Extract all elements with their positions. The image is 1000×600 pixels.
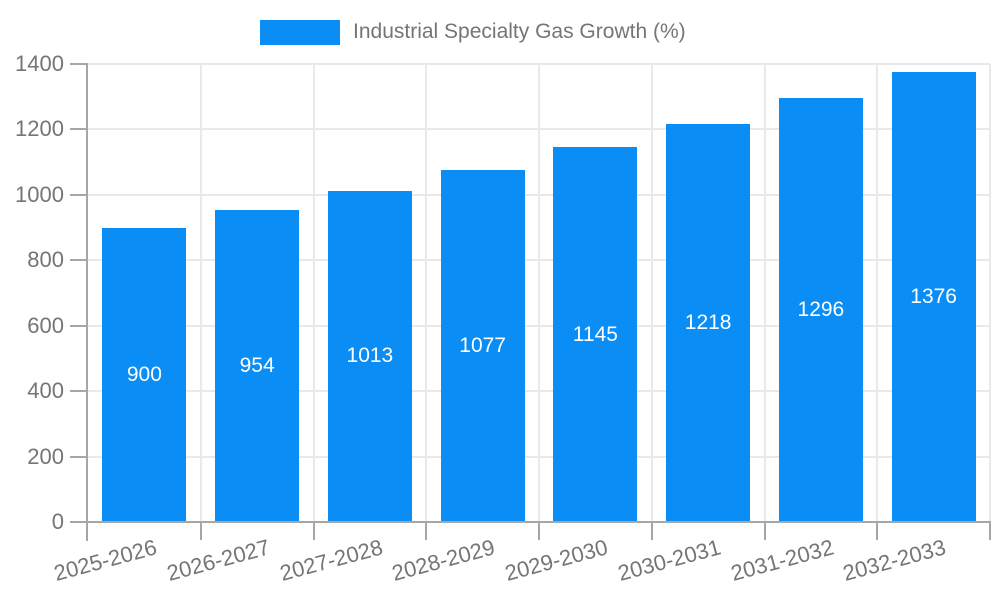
v-gridline [425,64,428,522]
v-gridline [763,64,766,522]
x-tick-label: 2025-2026 [51,534,160,586]
legend: Industrial Specialty Gas Growth (%) [260,18,686,46]
bar: 1296 [778,98,863,522]
y-tick-mark [70,193,88,196]
y-tick-mark [70,259,88,262]
y-tick-label: 1000 [15,181,64,207]
y-tick-mark [70,128,88,131]
x-tick-label: 2029-2030 [502,534,611,586]
x-tick-label: 2028-2029 [389,534,498,586]
v-gridline [312,64,315,522]
x-tick-mark [650,521,653,540]
x-tick-label: 2030-2031 [615,534,724,586]
bar-value-label: 1376 [910,284,957,308]
v-gridline [876,64,879,522]
v-gridline [989,64,991,522]
x-tick-mark [312,521,315,540]
y-tick-mark [70,390,88,393]
bar: 954 [215,209,300,522]
bar: 1376 [891,71,976,522]
legend-label: Industrial Specialty Gas Growth (%) [353,20,686,43]
y-tick-label: 600 [27,312,64,338]
bar: 900 [102,227,187,522]
y-tick-mark [70,324,88,327]
bar-value-label: 1218 [684,310,732,334]
x-tick-label: 2031-2032 [727,534,836,586]
v-gridline [650,64,653,522]
x-tick-label: 2032-2033 [840,534,949,586]
bar-value-label: 1296 [797,298,845,322]
bar-value-label: 1013 [346,344,394,368]
bar: 1218 [666,123,751,522]
y-axis-line [86,64,88,541]
bar: 1013 [327,190,412,522]
bar: 1077 [440,169,525,522]
y-tick-mark [70,455,88,458]
x-tick-mark [876,521,879,540]
x-tick-mark [538,521,540,540]
bar-value-label: 1077 [459,333,506,357]
x-tick-mark [425,521,428,540]
v-gridline [199,64,202,522]
y-tick-label: 200 [27,443,64,469]
y-tick-label: 1200 [15,116,64,142]
y-tick-mark [70,63,88,65]
y-tick-label: 400 [27,378,64,404]
x-axis-line [70,521,990,523]
x-tick-label: 2026-2027 [164,534,273,586]
y-tick-label: 0 [51,509,64,534]
y-tick-label: 1400 [15,51,64,76]
plot-area: 900 954 1013 1077 1145 1218 1296 1376 [88,63,991,522]
x-tick-mark [199,521,202,540]
legend-swatch-icon [260,19,340,45]
bar-value-label: 1145 [572,322,618,346]
bar-value-label: 900 [126,362,162,386]
bar-value-label: 954 [239,353,275,377]
y-tick-label: 800 [27,247,64,273]
x-tick-label: 2027-2028 [276,534,385,586]
x-tick-mark [989,521,991,540]
v-gridline [538,64,540,522]
bar: 1145 [553,147,638,522]
legend-item[interactable]: Industrial Specialty Gas Growth (%) [260,18,686,46]
x-tick-mark [763,521,766,540]
